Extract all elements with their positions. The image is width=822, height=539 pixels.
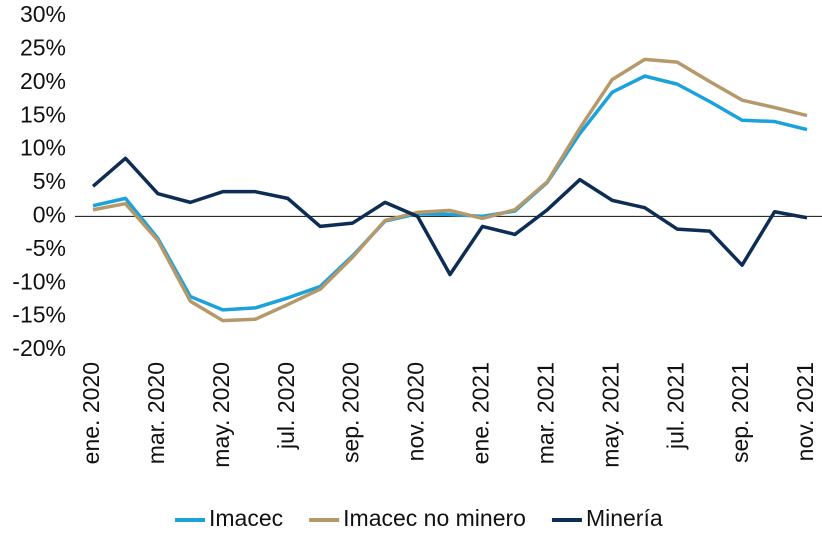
legend-label: Imacec no minero: [343, 505, 526, 531]
x-tick-label: may. 2021: [597, 362, 623, 468]
x-tick-label: ene. 2021: [468, 362, 494, 464]
x-tick-label: nov. 2020: [403, 362, 429, 461]
series-line: [92, 74, 808, 312]
y-tick-label: -15%: [12, 302, 66, 328]
x-tick-label: jul. 2020: [273, 362, 299, 450]
x-tick-label: mar. 2020: [143, 362, 169, 464]
y-tick-label: -20%: [12, 335, 66, 361]
y-tick-label: 30%: [20, 1, 66, 27]
y-tick-label: 5%: [33, 168, 66, 194]
series-line: [91, 156, 808, 277]
y-tick-label: 15%: [20, 101, 66, 127]
x-tick-label: sep. 2020: [338, 362, 364, 463]
x-tick-label: jul. 2021: [662, 362, 688, 450]
legend: Imacec Imacec no minero Minería: [175, 505, 663, 531]
x-tick-label: nov. 2021: [792, 362, 818, 461]
legend-label: Minería: [586, 505, 663, 531]
legend-label: Imacec: [209, 505, 283, 531]
x-tick-label: ene. 2020: [78, 362, 104, 464]
y-tick-label: -10%: [12, 268, 66, 294]
y-tick-label: -5%: [25, 235, 66, 261]
y-tick-label: 0%: [33, 201, 66, 227]
series-line: [92, 57, 808, 323]
y-tick-label: 25%: [20, 34, 66, 60]
x-tick-label: sep. 2021: [727, 362, 753, 463]
y-tick-label: 10%: [20, 135, 66, 161]
y-tick-label: 20%: [20, 68, 66, 94]
x-tick-label: mar. 2021: [532, 362, 558, 464]
x-tick-label: may. 2020: [208, 362, 234, 468]
